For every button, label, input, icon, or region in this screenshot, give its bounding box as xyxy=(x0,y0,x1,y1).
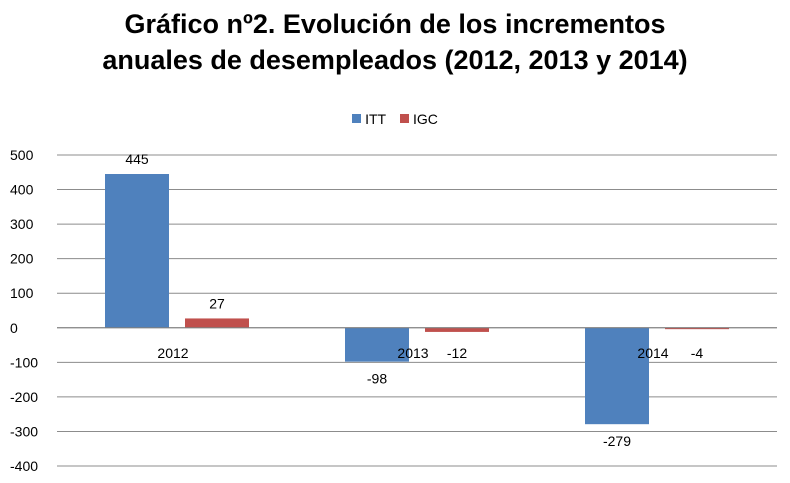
data-label: -12 xyxy=(447,345,467,361)
x-category-label: 2014 xyxy=(637,345,668,361)
y-tick-label: 400 xyxy=(10,182,34,198)
legend-item-igc: IGC xyxy=(400,111,438,127)
y-tick-label: 100 xyxy=(10,285,34,301)
legend-swatch-igc xyxy=(400,114,409,123)
legend-label-igc: IGC xyxy=(413,110,438,127)
bar-itt xyxy=(345,327,409,362)
data-label: -279 xyxy=(603,433,631,449)
legend-item-itt: ITT xyxy=(352,111,386,127)
x-category-label: 2013 xyxy=(397,345,428,361)
legend-label-itt: ITT xyxy=(365,110,387,127)
data-label: -98 xyxy=(367,371,387,387)
bar-itt xyxy=(585,327,649,425)
y-tick-label: -400 xyxy=(10,458,38,474)
y-tick-label: 300 xyxy=(10,216,34,232)
bar-igc xyxy=(185,318,249,328)
legend: ITT IGC xyxy=(0,110,790,127)
bar-igc xyxy=(665,327,729,330)
y-tick-label: -100 xyxy=(10,354,38,370)
bar-itt xyxy=(105,174,169,328)
legend-swatch-itt xyxy=(352,114,362,123)
chart-title-line-1: Gráfico nº2. Evolución de los incremento… xyxy=(124,9,666,39)
chart-title-line-2: anuales de desempleados (2012, 2013 y 20… xyxy=(102,45,688,75)
data-label: 445 xyxy=(125,151,149,167)
data-label: -4 xyxy=(691,345,704,361)
bar-igc xyxy=(425,327,489,332)
x-category-label: 2012 xyxy=(157,345,188,361)
y-tick-label: 0 xyxy=(10,320,18,336)
y-tick-label: 200 xyxy=(10,251,34,267)
y-tick-label: -200 xyxy=(10,389,38,405)
data-label: 27 xyxy=(209,295,225,311)
chart-title: Gráfico nº2. Evolución de los incremento… xyxy=(0,6,790,78)
y-tick-label: -300 xyxy=(10,423,38,439)
y-tick-label: 500 xyxy=(10,147,34,163)
